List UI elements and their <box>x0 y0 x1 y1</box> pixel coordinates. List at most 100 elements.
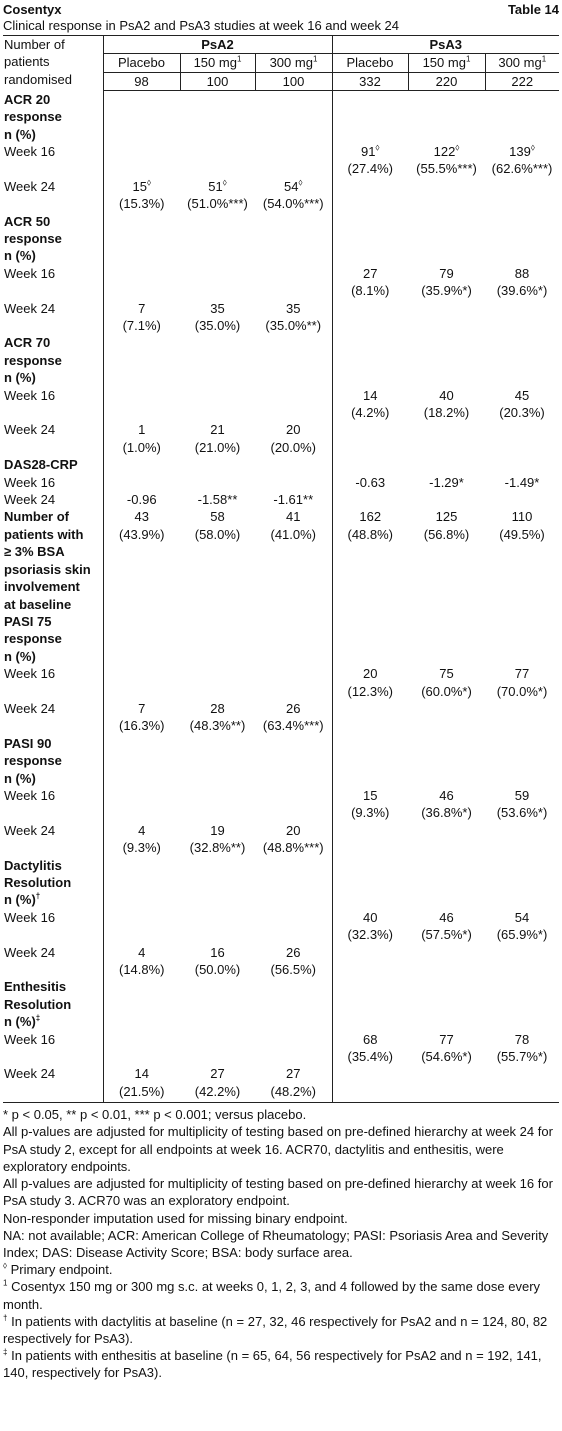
arm-sup: 1 <box>465 55 471 65</box>
value-cell: 139◊ (62.6%***) <box>485 143 559 178</box>
row-label: ACR 20 response n (%) <box>3 90 104 143</box>
arm-header: 300 mg1 <box>484 53 560 73</box>
value-cell <box>180 334 255 386</box>
cell-value: 51◊ <box>181 178 254 195</box>
arm-name: Placebo <box>118 55 165 71</box>
footnote-text: In patients with enthesitis at baseline … <box>3 1348 542 1381</box>
cell-value: 43 <box>105 508 180 525</box>
row-label: Number of patients with ≥ 3% BSA psoriasis … <box>3 508 104 613</box>
cell-value: 20 <box>256 421 331 438</box>
row-label: Week 16 <box>3 786 104 822</box>
percent: (39.6%*) <box>496 283 548 299</box>
group-row: Number of patients randomised PsA2 PsA3 <box>3 36 560 91</box>
cell-value: 26 <box>256 700 331 717</box>
percent: (35.0%) <box>194 318 241 333</box>
count: 139 <box>509 143 531 159</box>
value-cell <box>255 612 333 666</box>
value-cell <box>408 491 485 508</box>
cell-value: 20 <box>256 822 331 839</box>
value-cell: 110 (49.5%) <box>485 508 559 612</box>
value-cell <box>332 613 408 665</box>
cell-value: 68 <box>334 1031 408 1048</box>
value-cell: 40 (18.2%) <box>408 387 485 422</box>
cell-value: 7 <box>105 700 180 717</box>
value-cell <box>485 213 559 265</box>
count: 41 <box>286 509 301 525</box>
count: 79 <box>439 265 454 281</box>
value-cell <box>180 665 255 700</box>
cell-value: 4 <box>105 822 180 839</box>
value-cell <box>485 300 559 335</box>
corner-line: Number of <box>4 37 65 52</box>
percent: (12.3%) <box>347 683 394 699</box>
value-cell: 15◊ (15.3%) <box>103 178 180 213</box>
value-cell <box>103 613 180 665</box>
value-cell: 43 (43.9%) <box>103 508 180 612</box>
label-line: Week 24 <box>4 422 56 438</box>
footnote-text: In patients with dactylitis at baseline … <box>3 1313 548 1346</box>
footnote-text: NA: not available; ACR: American College… <box>3 1227 549 1260</box>
percent: (9.3%) <box>122 840 161 856</box>
footnote-text: Primary endpoint. <box>10 1262 113 1278</box>
table-row: Week 24 4 (14.8%) 16 (50.0%) 26 (56.5%) <box>3 943 559 979</box>
label-line: Week 16 <box>4 474 56 490</box>
cell-value: 35 <box>181 300 254 317</box>
row-label: Week 24 <box>3 299 104 335</box>
value-cell <box>485 491 559 508</box>
table-row: DAS28-CRP <box>3 456 559 474</box>
count: -0.63 <box>355 474 386 490</box>
percent: (57.5%*) <box>421 927 472 943</box>
row-label: Week 16 <box>3 665 104 700</box>
row-label: Week 24 <box>3 699 104 735</box>
count: 27 <box>363 265 378 281</box>
value-cell <box>103 143 180 178</box>
count: 27 <box>210 1066 225 1082</box>
label-line: n (%)‡ <box>4 1013 41 1030</box>
label-line: Week 16 <box>4 387 56 403</box>
row-label: PASI 90 response n (%) <box>3 734 104 787</box>
cell-value: 54◊ <box>256 178 331 195</box>
label-line: Week 24 <box>4 178 56 194</box>
count: -1.58** <box>197 492 238 508</box>
value-cell <box>180 474 255 491</box>
label-sup: † <box>35 892 41 902</box>
arm-header: 300 mg1 <box>254 53 332 73</box>
row-label: Week 16 <box>3 473 104 492</box>
value-cell: 54◊ (54.0%***) <box>255 177 333 213</box>
value-cell <box>485 456 559 473</box>
value-cell: 20 (48.8%***) <box>255 821 333 857</box>
count: 78 <box>514 1031 530 1047</box>
value-cell <box>103 213 180 265</box>
label-line: Number of <box>4 509 69 525</box>
cell-value: 14 <box>334 387 408 404</box>
table-row: PASI 75 response n (%) <box>3 612 559 666</box>
cell-value: 19 <box>181 822 254 839</box>
table-row: Week 16 14 (4.2%) 40 (18.2%) 45 (20.3%) <box>3 386 559 422</box>
percent: (41.0%) <box>270 526 317 542</box>
percent: (18.2%) <box>423 405 470 421</box>
cell-value: 75 <box>409 665 484 682</box>
count: 16 <box>210 944 225 960</box>
value-cell <box>332 334 408 386</box>
value-cell <box>103 857 180 909</box>
percent: (9.3%) <box>351 805 390 821</box>
arm-header: Placebo <box>102 53 180 73</box>
footnote: ◊ Primary endpoint. <box>3 1261 559 1278</box>
value-cell <box>485 421 559 456</box>
value-cell: -1.58** <box>180 491 255 508</box>
value-cell <box>180 265 255 300</box>
value-cell: 125 (56.8%) <box>408 508 485 612</box>
label-line: Week 16 <box>4 265 56 281</box>
count: 20 <box>286 422 301 438</box>
caption: Clinical response in PsA2 and PsA3 studi… <box>3 18 559 36</box>
value-cell: 21 (21.0%) <box>180 421 255 456</box>
count: 20 <box>286 822 301 838</box>
percent: (56.8%) <box>423 526 470 542</box>
value-cell <box>103 334 180 386</box>
percent: (56.5%) <box>270 962 317 978</box>
footnote-text: Non-responder imputation used for missin… <box>3 1210 348 1226</box>
value-cell <box>485 822 559 857</box>
value-cell: 26 (63.4%***) <box>255 699 333 735</box>
value-cell <box>332 91 408 143</box>
footnote: † In patients with dactylitis at baselin… <box>3 1313 559 1347</box>
